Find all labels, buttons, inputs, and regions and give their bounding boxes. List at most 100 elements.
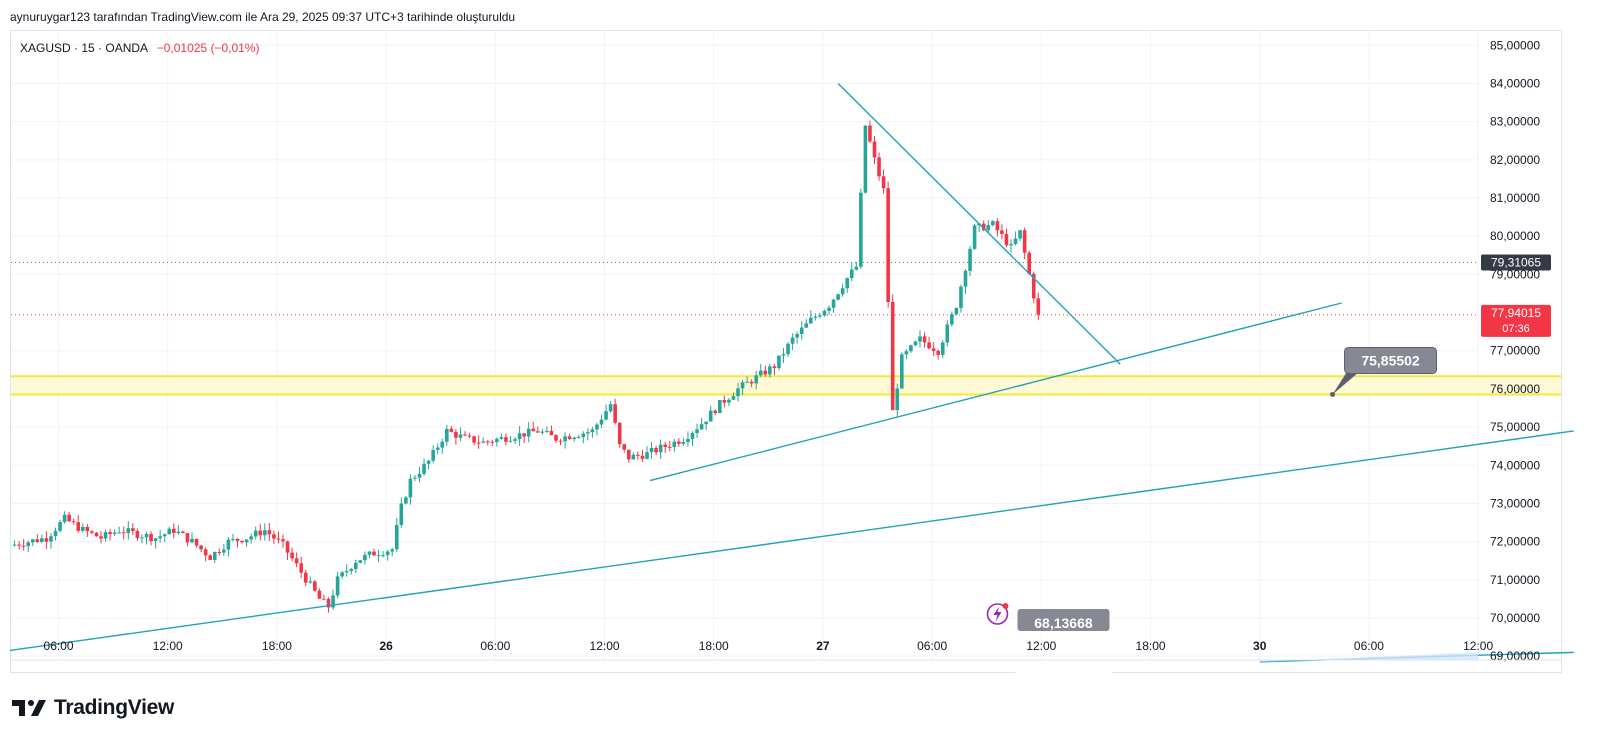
symbol-label[interactable]: XAGUSD · 15 · OANDA — [20, 41, 148, 55]
support-zone — [11, 375, 1561, 396]
candle-body — [940, 342, 945, 355]
candle-body — [185, 533, 190, 543]
candle-body — [927, 342, 931, 349]
candle-body — [777, 355, 781, 369]
candle-body — [686, 438, 690, 442]
candle-body — [809, 317, 813, 324]
candle-body — [222, 549, 226, 553]
candle-body — [335, 576, 340, 596]
time-tick-label: 27 — [816, 639, 830, 653]
candle-body — [445, 428, 449, 442]
candle-body — [772, 366, 777, 369]
candle-body — [699, 424, 704, 430]
candle-body — [217, 552, 222, 554]
axis-mask — [1015, 661, 1112, 673]
candle-body — [613, 404, 617, 423]
candle-body — [417, 473, 422, 478]
candle-body — [972, 225, 977, 249]
candle-body — [308, 581, 313, 583]
candle-body — [413, 477, 417, 479]
candle-body — [822, 310, 827, 316]
candle-body — [904, 351, 909, 355]
price-tick-label: 69,00000 — [1490, 649, 1540, 663]
candle-body — [831, 299, 836, 308]
candle-body — [394, 525, 399, 550]
candle-body — [367, 551, 372, 555]
candle-body — [931, 348, 936, 351]
candle-body — [390, 549, 394, 552]
candle-body — [40, 538, 44, 542]
candle-body — [49, 536, 53, 542]
candle-body — [704, 421, 708, 425]
candle-body — [1009, 244, 1013, 246]
candle-body — [58, 522, 62, 531]
candle-body — [358, 560, 363, 563]
candle-body — [454, 431, 458, 438]
price-tick-label: 70,00000 — [1490, 611, 1540, 625]
candle-body — [408, 478, 413, 498]
candle-body — [1027, 252, 1031, 274]
candle-body — [922, 336, 927, 343]
candle-body — [936, 350, 940, 355]
candle-body — [458, 434, 463, 438]
price-tick-label: 73,00000 — [1490, 496, 1540, 510]
candle-body — [149, 533, 153, 542]
candle-body — [35, 539, 40, 542]
price-tick-label: 75,00000 — [1490, 420, 1540, 434]
candle-body — [299, 563, 303, 573]
candle-body — [12, 544, 17, 546]
callout-pointer — [1332, 372, 1359, 395]
price-tick-label: 84,00000 — [1490, 76, 1540, 90]
chart-grid — [11, 31, 1479, 660]
candle-body — [226, 539, 231, 550]
price-tick-label: 72,00000 — [1490, 535, 1540, 549]
callouts: 75,85502 68,13668 — [986, 346, 1438, 673]
candle-body — [754, 375, 758, 384]
candle-body — [276, 538, 281, 540]
trendlines — [9, 82, 1574, 663]
time-tick-label: 30 — [1253, 639, 1267, 653]
candle-body — [799, 327, 804, 334]
candle-body — [1018, 230, 1022, 239]
candle-body — [235, 538, 240, 541]
candle-body — [467, 435, 472, 437]
symbol-legend: XAGUSD · 15 · OANDA −0,01025 (−0,01%) — [20, 41, 259, 55]
candle-body — [722, 399, 727, 403]
candle-body — [868, 125, 872, 142]
candle-body — [590, 429, 595, 433]
price-label-text: 77,94015 — [1491, 306, 1541, 320]
candle-body — [231, 538, 235, 540]
candle-body — [71, 521, 76, 523]
lightning-icon-glyph — [993, 606, 1002, 622]
candle-body — [945, 324, 950, 343]
candle-body — [549, 430, 554, 436]
candle-body — [190, 538, 194, 543]
candle-body — [285, 541, 290, 553]
price-tick-label: 83,00000 — [1490, 115, 1540, 129]
candle-body — [740, 382, 745, 389]
candle-body — [731, 396, 736, 400]
candle-body — [281, 539, 285, 542]
candle-body — [117, 532, 121, 534]
time-tick-label: 18:00 — [699, 639, 729, 653]
candle-body — [249, 536, 253, 540]
candle-body — [181, 531, 185, 534]
candle-body — [622, 444, 627, 450]
candle-body — [140, 537, 144, 539]
price-tick-label: 81,00000 — [1490, 191, 1540, 205]
price-tick-label: 80,00000 — [1490, 229, 1540, 243]
candle-body — [476, 442, 481, 444]
price-tick-label: 77,00000 — [1490, 344, 1540, 358]
candle-body — [153, 538, 158, 542]
candle-body — [827, 307, 831, 311]
tradingview-logo[interactable]: TradingView — [12, 696, 174, 720]
candle-body — [472, 436, 476, 443]
candle-body — [331, 595, 335, 608]
trendline — [649, 302, 1342, 482]
candle-body — [21, 545, 26, 547]
time-tick-label: 12:00 — [590, 639, 620, 653]
time-axis: 06:00 12:00 18:00 26 06:00 12:00 18:00 27 06:00 1… — [10, 639, 1562, 661]
candle-body — [890, 301, 895, 411]
candle-body — [540, 431, 545, 433]
